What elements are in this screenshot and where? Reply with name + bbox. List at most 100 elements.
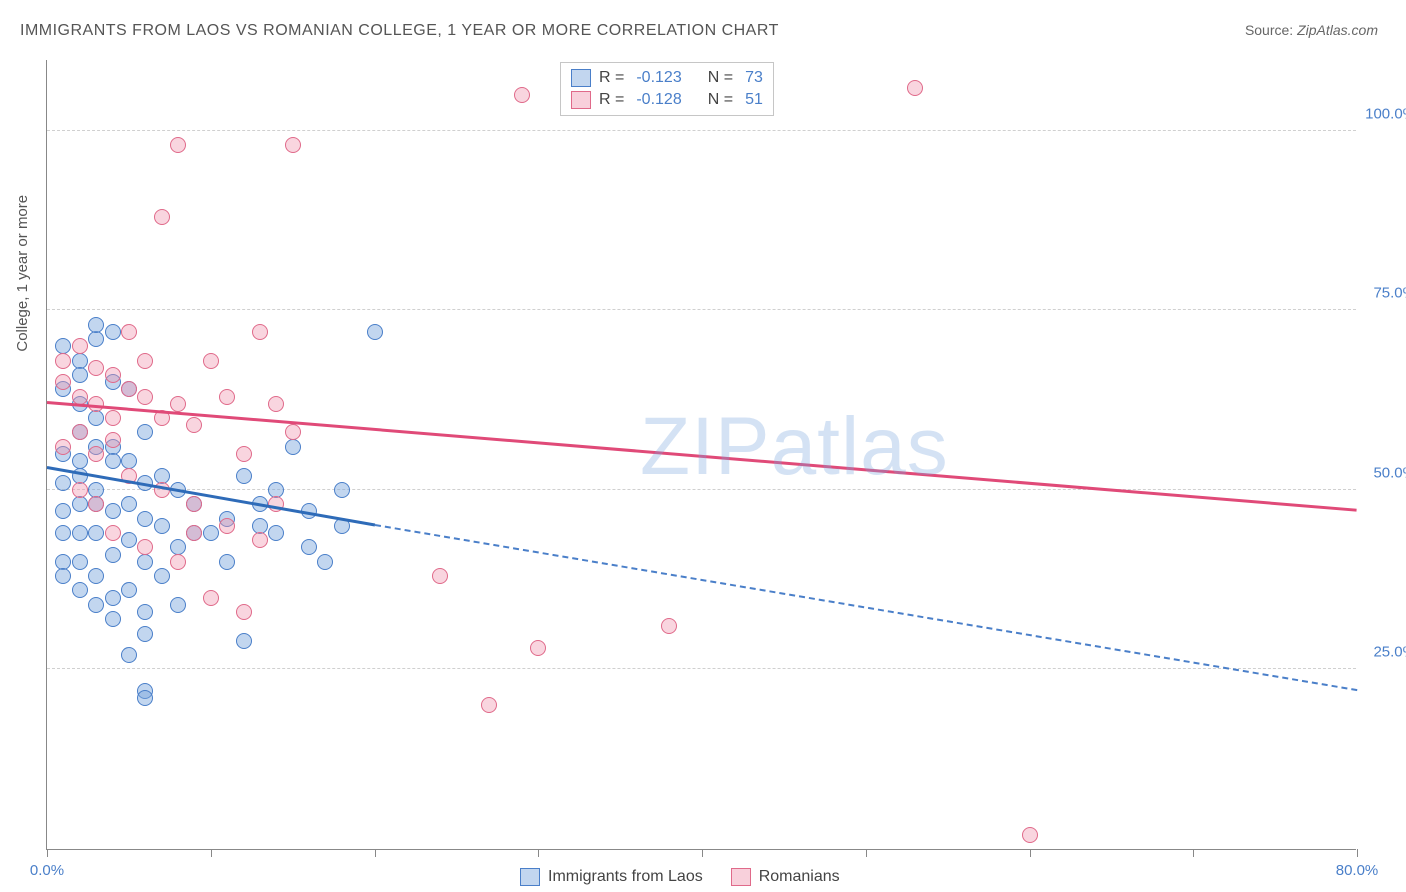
data-point bbox=[301, 539, 317, 555]
data-point bbox=[137, 424, 153, 440]
legend-row-laos: R = -0.123 N = 73 bbox=[571, 67, 763, 89]
data-point bbox=[88, 568, 104, 584]
data-point bbox=[530, 640, 546, 656]
data-point bbox=[137, 554, 153, 570]
source-value: ZipAtlas.com bbox=[1297, 22, 1378, 38]
data-point bbox=[88, 360, 104, 376]
source-label: Source: bbox=[1245, 22, 1293, 38]
gridline bbox=[47, 489, 1356, 490]
x-tick bbox=[47, 849, 48, 857]
data-point bbox=[72, 367, 88, 383]
data-point bbox=[514, 87, 530, 103]
data-point bbox=[105, 432, 121, 448]
data-point bbox=[154, 518, 170, 534]
data-point bbox=[154, 568, 170, 584]
data-point bbox=[661, 618, 677, 634]
data-point bbox=[88, 446, 104, 462]
data-point bbox=[121, 532, 137, 548]
legend-item-romanians: Romanians bbox=[731, 868, 840, 886]
data-point bbox=[317, 554, 333, 570]
x-tick bbox=[538, 849, 539, 857]
data-point bbox=[105, 410, 121, 426]
data-point bbox=[285, 439, 301, 455]
data-point bbox=[88, 410, 104, 426]
r-value-laos: -0.123 bbox=[636, 69, 681, 87]
regression-line bbox=[374, 524, 1357, 691]
data-point bbox=[203, 525, 219, 541]
x-tick bbox=[1357, 849, 1358, 857]
data-point bbox=[55, 503, 71, 519]
data-point bbox=[105, 367, 121, 383]
data-point bbox=[72, 582, 88, 598]
data-point bbox=[72, 389, 88, 405]
data-point bbox=[285, 137, 301, 153]
data-point bbox=[137, 626, 153, 642]
data-point bbox=[137, 353, 153, 369]
x-tick bbox=[1193, 849, 1194, 857]
data-point bbox=[137, 389, 153, 405]
data-point bbox=[137, 690, 153, 706]
swatch-pink bbox=[731, 868, 751, 886]
n-label: N = bbox=[708, 91, 733, 109]
data-point bbox=[55, 353, 71, 369]
chart-title: IMMIGRANTS FROM LAOS VS ROMANIAN COLLEGE… bbox=[20, 22, 779, 40]
y-axis-title: College, 1 year or more bbox=[14, 195, 31, 352]
data-point bbox=[72, 338, 88, 354]
data-point bbox=[88, 317, 104, 333]
r-label: R = bbox=[599, 91, 624, 109]
data-point bbox=[170, 396, 186, 412]
data-point bbox=[268, 396, 284, 412]
data-point bbox=[219, 518, 235, 534]
data-point bbox=[236, 604, 252, 620]
x-tick bbox=[702, 849, 703, 857]
data-point bbox=[186, 417, 202, 433]
data-point bbox=[219, 389, 235, 405]
data-point bbox=[236, 446, 252, 462]
data-point bbox=[105, 547, 121, 563]
data-point bbox=[432, 568, 448, 584]
data-point bbox=[55, 475, 71, 491]
data-point bbox=[105, 453, 121, 469]
correlation-legend: R = -0.123 N = 73 R = -0.128 N = 51 bbox=[560, 62, 774, 116]
r-label: R = bbox=[599, 69, 624, 87]
gridline bbox=[47, 668, 1356, 669]
data-point bbox=[170, 137, 186, 153]
data-point bbox=[252, 532, 268, 548]
data-point bbox=[186, 496, 202, 512]
data-point bbox=[121, 582, 137, 598]
data-point bbox=[55, 374, 71, 390]
data-point bbox=[121, 324, 137, 340]
data-point bbox=[72, 482, 88, 498]
r-value-romanians: -0.128 bbox=[636, 91, 681, 109]
y-tick-label: 75.0% bbox=[1373, 285, 1406, 302]
data-point bbox=[72, 496, 88, 512]
scatter-chart: 25.0%50.0%75.0%100.0%0.0%80.0% bbox=[46, 60, 1356, 850]
data-point bbox=[55, 568, 71, 584]
data-point bbox=[72, 525, 88, 541]
data-point bbox=[137, 511, 153, 527]
x-tick bbox=[1030, 849, 1031, 857]
data-point bbox=[170, 597, 186, 613]
data-point bbox=[203, 590, 219, 606]
data-point bbox=[154, 209, 170, 225]
data-point bbox=[72, 554, 88, 570]
swatch-blue bbox=[571, 69, 591, 87]
data-point bbox=[1022, 827, 1038, 843]
n-value-romanians: 51 bbox=[745, 91, 763, 109]
gridline bbox=[47, 309, 1356, 310]
data-point bbox=[236, 633, 252, 649]
data-point bbox=[55, 439, 71, 455]
y-tick-label: 100.0% bbox=[1365, 105, 1406, 122]
data-point bbox=[285, 424, 301, 440]
x-tick bbox=[375, 849, 376, 857]
data-point bbox=[367, 324, 383, 340]
data-point bbox=[203, 353, 219, 369]
legend-row-romanians: R = -0.128 N = 51 bbox=[571, 89, 763, 111]
data-point bbox=[121, 496, 137, 512]
y-tick-label: 25.0% bbox=[1373, 644, 1406, 661]
data-point bbox=[55, 525, 71, 541]
data-point bbox=[72, 453, 88, 469]
legend-label-romanians: Romanians bbox=[759, 868, 840, 886]
x-tick-label: 80.0% bbox=[1336, 862, 1379, 879]
data-point bbox=[334, 482, 350, 498]
